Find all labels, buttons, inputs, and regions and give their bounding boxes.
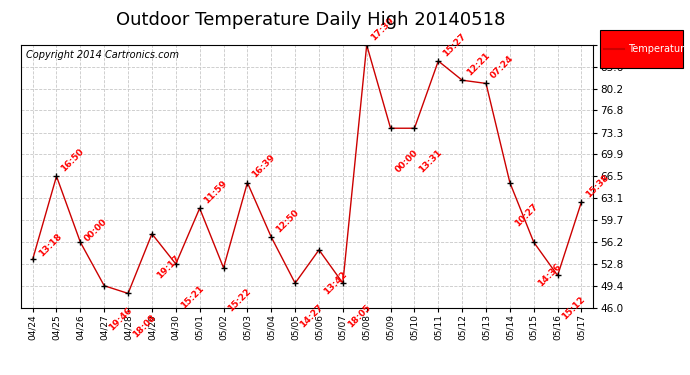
- Text: 15:27: 15:27: [441, 32, 468, 58]
- Text: 10:27: 10:27: [513, 202, 540, 229]
- Text: Copyright 2014 Cartronics.com: Copyright 2014 Cartronics.com: [26, 50, 179, 60]
- Text: 14:27: 14:27: [298, 303, 325, 329]
- Text: 13:42: 13:42: [322, 269, 348, 296]
- Text: Outdoor Temperature Daily High 20140518: Outdoor Temperature Daily High 20140518: [116, 11, 505, 29]
- Text: 16:39: 16:39: [250, 153, 277, 180]
- Text: 18:05: 18:05: [346, 303, 372, 329]
- Text: 15:21: 15:21: [179, 284, 205, 310]
- Text: 00:00: 00:00: [83, 217, 110, 244]
- Text: 18:08: 18:08: [131, 313, 157, 339]
- Text: 13:31: 13:31: [417, 148, 444, 174]
- Text: Temperature (°F): Temperature (°F): [628, 44, 690, 54]
- Text: 15:38: 15:38: [584, 172, 611, 199]
- Text: 07:24: 07:24: [489, 54, 515, 81]
- Text: 19:46: 19:46: [107, 305, 134, 332]
- Text: 12:21: 12:21: [465, 51, 491, 77]
- Text: 12:50: 12:50: [274, 208, 301, 234]
- Text: 19:17: 19:17: [155, 254, 181, 280]
- Text: 13:18: 13:18: [37, 231, 63, 258]
- Text: 15:12: 15:12: [560, 295, 587, 321]
- Text: 17:39: 17:39: [369, 15, 396, 42]
- Text: 00:00: 00:00: [393, 148, 420, 174]
- Text: 16:50: 16:50: [59, 147, 86, 174]
- Text: 11:59: 11:59: [202, 179, 229, 206]
- Text: 14:36: 14:36: [537, 262, 563, 288]
- Text: 15:22: 15:22: [226, 287, 253, 314]
